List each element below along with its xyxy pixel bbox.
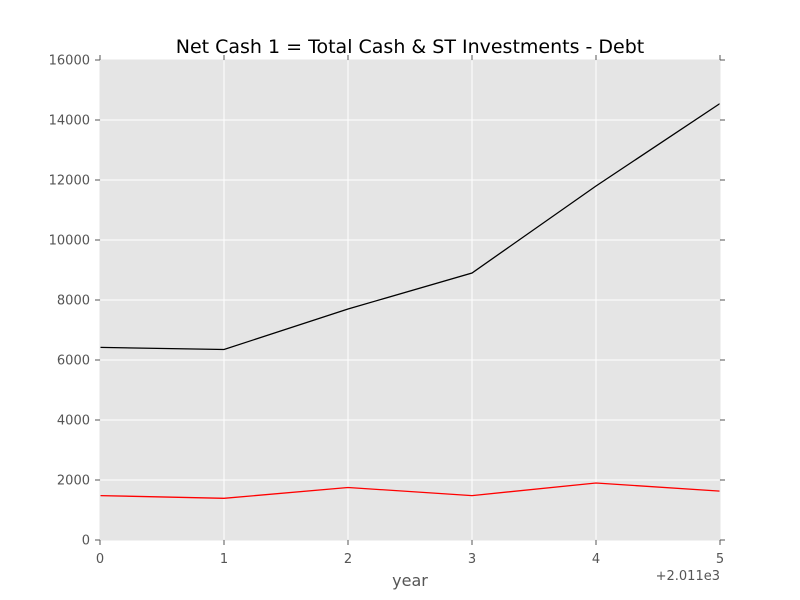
y-tick-label: 16000 — [49, 54, 90, 69]
x-tick-label: 2 — [344, 552, 352, 567]
x-tick-label: 5 — [716, 552, 724, 567]
x-axis-label: year — [392, 571, 428, 590]
y-tick-label: 4000 — [57, 414, 90, 429]
y-tick-label: 0 — [82, 534, 90, 549]
y-tick-label: 14000 — [49, 114, 90, 129]
series-line-2 — [99, 482, 721, 499]
y-tick-label: 8000 — [57, 294, 90, 309]
y-tick-label: 6000 — [57, 354, 90, 369]
x-tick-labels: 0 1 2 3 4 5 — [96, 552, 724, 567]
x-tick-label: 0 — [96, 552, 104, 567]
x-tick-label: 3 — [468, 552, 476, 567]
series-line-1 — [99, 102, 721, 351]
x-tick-label: 4 — [592, 552, 600, 567]
x-tick-label: 1 — [220, 552, 228, 567]
y-tick-label: 10000 — [49, 234, 90, 249]
axis-ticks — [95, 55, 725, 545]
x-axis-offset-label: +2.011e3 — [656, 569, 720, 584]
y-tick-label: 12000 — [49, 174, 90, 189]
chart-title: Net Cash 1 = Total Cash & ST Investments… — [176, 36, 645, 58]
y-tick-label: 2000 — [57, 474, 90, 489]
series-lines — [99, 102, 721, 499]
y-tick-labels: 0 2000 4000 6000 8000 10000 12000 14000 16000 — [49, 54, 90, 549]
